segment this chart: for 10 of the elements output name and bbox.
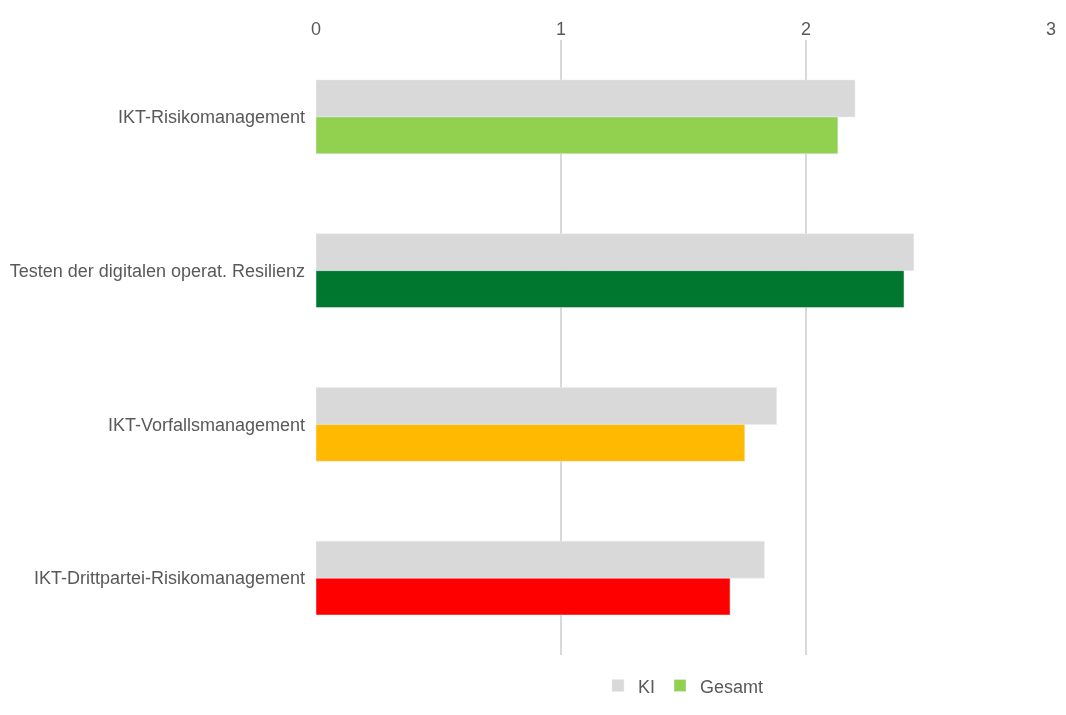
x-tick-label: 1 (555, 19, 567, 40)
y-tick-label: IKT-Risikomanagement (117, 107, 315, 128)
y-tick-label: IKT-Vorfallsmanagement (107, 414, 315, 435)
x-tick-label: 2 (800, 19, 812, 40)
y-tick-label: Testen der digitalen operat. Resilienz (9, 260, 315, 281)
legend-label: Gesamt (700, 676, 764, 697)
legend-label: KI (638, 676, 656, 697)
y-tick-label: IKT-Drittpartei-Risikomanagement (33, 568, 315, 589)
x-tick-label: 0 (310, 19, 322, 40)
x-tick-label: 3 (1045, 19, 1057, 40)
